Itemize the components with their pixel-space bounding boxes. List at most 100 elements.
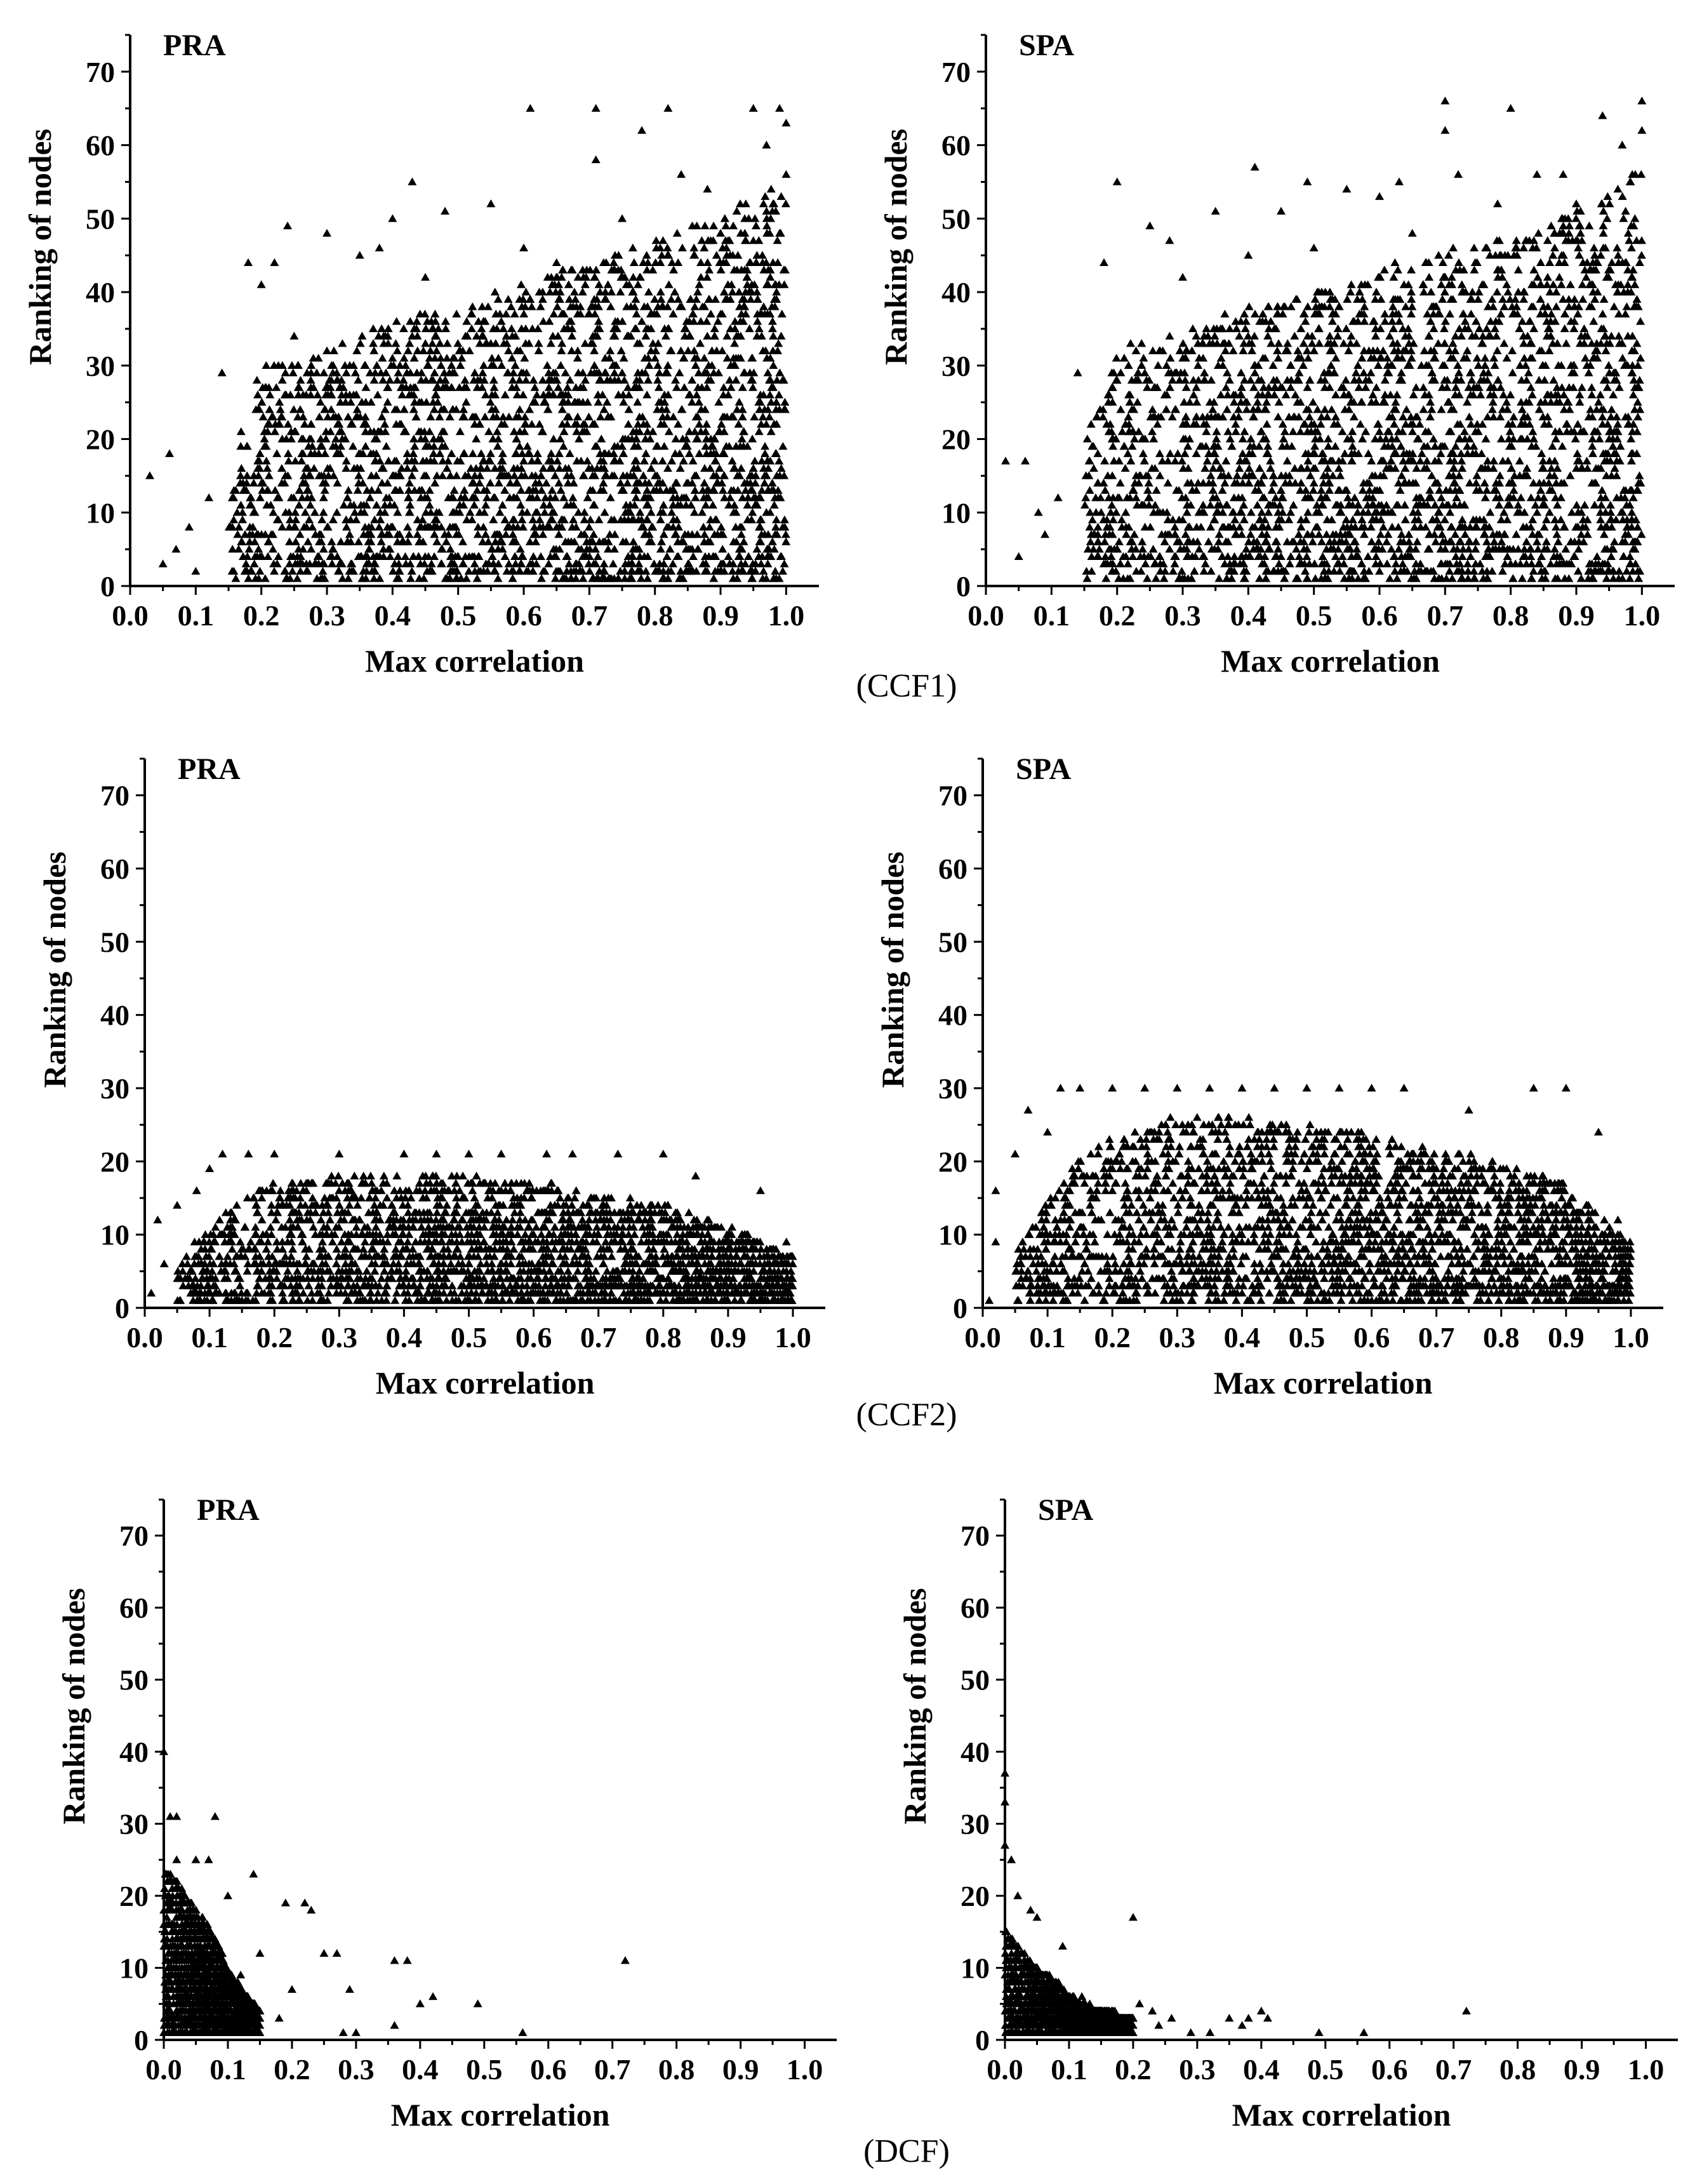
y-tick-label: 50 — [941, 203, 971, 235]
data-point — [427, 559, 436, 567]
data-point — [1389, 273, 1398, 281]
data-point — [539, 501, 548, 509]
data-point — [635, 508, 644, 516]
data-point — [1190, 567, 1199, 575]
data-point — [1536, 258, 1545, 266]
data-point — [1282, 390, 1291, 398]
data-point — [1341, 376, 1350, 383]
data-point — [1472, 479, 1480, 486]
data-point — [663, 104, 672, 112]
data-point — [1171, 559, 1180, 567]
data-point — [505, 559, 514, 567]
data-point — [1126, 456, 1135, 464]
data-point — [378, 479, 387, 486]
data-point — [689, 552, 698, 560]
data-point — [308, 523, 317, 530]
data-point — [1233, 471, 1242, 479]
data-point — [354, 538, 363, 545]
data-point — [435, 339, 444, 347]
data-point — [709, 222, 718, 229]
data-point — [739, 427, 748, 435]
data-point — [489, 376, 498, 383]
data-point — [578, 288, 587, 295]
data-point — [619, 449, 628, 457]
data-point — [749, 104, 758, 112]
data-point — [1404, 530, 1413, 538]
data-point — [698, 508, 707, 516]
data-point — [1116, 479, 1125, 486]
data-point — [636, 273, 645, 281]
data-point — [1630, 376, 1639, 383]
data-point — [1390, 420, 1399, 427]
data-point — [1122, 530, 1131, 538]
data-point — [1626, 435, 1635, 443]
data-point — [1374, 538, 1383, 545]
data-point — [656, 516, 665, 523]
data-point — [543, 361, 552, 369]
data-point — [559, 493, 568, 501]
data-point — [1334, 464, 1343, 472]
x-tick-label: 0.9 — [702, 599, 739, 632]
data-point — [1623, 265, 1632, 273]
data-point — [497, 317, 506, 324]
data-point — [1098, 413, 1107, 420]
data-point — [234, 545, 243, 552]
data-point — [1347, 280, 1356, 288]
data-point — [1552, 435, 1560, 443]
data-point — [446, 413, 455, 420]
data-point — [1550, 545, 1559, 552]
data-point — [1144, 493, 1153, 501]
data-point — [1155, 552, 1164, 560]
data-point — [743, 501, 752, 509]
data-point — [619, 398, 628, 406]
data-point — [663, 464, 672, 472]
data-point — [668, 258, 677, 266]
data-point — [1543, 273, 1552, 281]
data-point — [760, 479, 769, 486]
data-point — [486, 199, 495, 207]
data-point — [528, 516, 537, 523]
data-point — [1470, 265, 1479, 273]
data-point — [317, 516, 326, 523]
data-point — [533, 449, 542, 457]
data-point — [617, 347, 626, 354]
data-point — [1093, 538, 1102, 545]
data-point — [270, 567, 279, 575]
data-point — [718, 347, 727, 354]
data-point — [523, 442, 532, 449]
data-point — [1583, 456, 1592, 464]
data-point — [392, 317, 401, 324]
x-tick-label: 0.0 — [112, 599, 149, 632]
data-point — [691, 361, 700, 369]
data-point — [741, 236, 750, 244]
data-point — [1578, 295, 1587, 303]
data-point — [1408, 427, 1417, 435]
data-point — [1182, 383, 1191, 391]
data-point — [1524, 368, 1533, 376]
data-point — [1360, 302, 1369, 310]
data-point — [520, 354, 529, 361]
data-point — [284, 449, 293, 457]
data-point — [668, 559, 677, 567]
data-point — [1273, 347, 1282, 354]
data-point — [690, 251, 699, 258]
data-point — [736, 199, 745, 207]
data-point — [1348, 456, 1357, 464]
data-point — [574, 273, 583, 281]
data-point — [1475, 324, 1484, 332]
data-point — [1255, 464, 1264, 472]
data-point — [686, 295, 695, 303]
data-point — [1560, 405, 1569, 413]
data-point — [667, 508, 676, 516]
data-point — [1319, 552, 1327, 560]
data-point — [1234, 405, 1243, 413]
x-tick-label: 1.0 — [1624, 599, 1661, 632]
data-point — [762, 207, 771, 215]
data-point — [644, 361, 653, 369]
data-point — [1401, 464, 1410, 472]
data-point — [1357, 559, 1366, 567]
data-point — [237, 538, 246, 545]
data-point — [1357, 398, 1366, 406]
data-point — [1369, 317, 1378, 324]
data-point — [1587, 383, 1596, 391]
